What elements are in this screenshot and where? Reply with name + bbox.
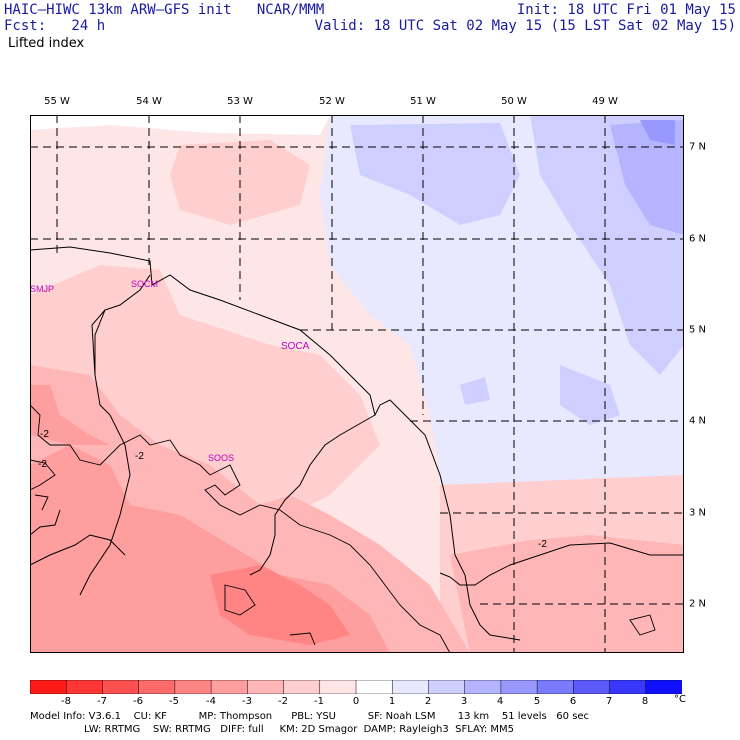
init-time: Init: 18 UTC Fri 01 May 15 — [516, 2, 736, 18]
colorbar-swatch — [138, 680, 176, 694]
colorbar-tick: 4 — [496, 696, 504, 707]
model-title: HAIC–HIWC 13km ARW–GFS init NCAR/MMM — [4, 2, 325, 18]
shade-positive-small — [460, 377, 490, 405]
colorbar-swatch — [428, 680, 466, 694]
colorbar-tick: -1 — [314, 696, 324, 707]
colorbar-tick: 3 — [460, 696, 468, 707]
shade-negative-2b — [450, 535, 684, 653]
colorbar-swatch — [355, 680, 393, 694]
lat-label-3n: 3 N — [689, 507, 707, 519]
lat-label-6n: 6 N — [689, 233, 707, 245]
lat-label-4n: 4 N — [689, 415, 707, 427]
colorbar-tick: -6 — [133, 696, 143, 707]
colorbar-swatch — [283, 680, 321, 694]
shade-positive-mid — [350, 123, 520, 225]
lat-label-2n: 2 N — [689, 598, 707, 610]
colorbar-swatch — [500, 680, 538, 694]
shade-negative-3b — [30, 385, 110, 445]
colorbar-swatch — [573, 680, 611, 694]
field-name: Lifted index — [8, 36, 85, 51]
colorbar-tick: -5 — [169, 696, 179, 707]
colorbar-tick: -7 — [97, 696, 107, 707]
shade-positive-strongest — [640, 120, 675, 145]
model-info-line1: Model Info: V3.6.1 CU: KF MP: Thompson P… — [30, 711, 590, 722]
lifted-index-map: -2 -2 -2 -2 SMJP SOCM SOCA SOOS — [30, 115, 684, 653]
colorbar-swatch — [464, 680, 502, 694]
contour-label: -2 — [135, 451, 144, 462]
station-socm: SOCM — [131, 279, 158, 289]
colorbar-tick: 2 — [424, 696, 432, 707]
lon-label-55w: 55 W — [44, 96, 70, 107]
colorbar-tick: 8 — [641, 696, 649, 707]
lon-label-49w: 49 W — [592, 96, 618, 107]
colorbar-tick: -2 — [278, 696, 288, 707]
colorbar-swatch — [174, 680, 212, 694]
shade-positive-strong — [610, 120, 684, 235]
lat-label-7n: 7 N — [689, 141, 707, 153]
colorbar-tick: 6 — [569, 696, 577, 707]
colorbar — [30, 680, 682, 694]
colorbar-tick: -4 — [206, 696, 216, 707]
station-smjp: SMJP — [30, 284, 54, 294]
shade-near-zero — [30, 115, 330, 135]
contour-label: -2 — [40, 429, 49, 440]
colorbar-swatch — [645, 680, 682, 694]
map-frame — [30, 115, 684, 653]
colorbar-tick: 1 — [388, 696, 396, 707]
station-soos: SOOS — [208, 453, 234, 463]
station-soca: SOCA — [281, 341, 310, 352]
lon-label-52w: 52 W — [319, 96, 345, 107]
colorbar-tick: -3 — [242, 696, 252, 707]
lon-label-51w: 51 W — [410, 96, 436, 107]
colorbar-unit: °C — [674, 694, 686, 705]
forecast-hour: Fcst: 24 h — [4, 18, 106, 34]
colorbar-swatch — [102, 680, 140, 694]
coastlines-borders — [30, 246, 684, 641]
contour-label: -2 — [538, 539, 547, 550]
valid-time: Valid: 18 UTC Sat 02 May 15 (15 LST Sat … — [314, 18, 736, 34]
colorbar-swatch — [210, 680, 249, 694]
contour-label: -2 — [38, 459, 47, 470]
colorbar-tick: 7 — [605, 696, 613, 707]
contour-minus2 — [30, 404, 656, 653]
colorbar-swatch — [609, 680, 647, 694]
colorbar-swatch — [247, 680, 285, 694]
colorbar-tick: -8 — [61, 696, 71, 707]
lon-label-54w: 54 W — [136, 96, 162, 107]
shade-negative-4 — [210, 565, 350, 645]
model-info-line2: LW: RRTMG SW: RRTMG DIFF: full KM: 2D Sm… — [30, 724, 515, 735]
colorbar-tick: 5 — [533, 696, 541, 707]
colorbar-swatch — [319, 680, 357, 694]
colorbar-swatch — [30, 680, 67, 694]
colorbar-swatch — [536, 680, 575, 694]
lon-label-50w: 50 W — [501, 96, 527, 107]
shade-positive-mid-3 — [560, 365, 620, 425]
colorbar-swatch — [65, 680, 104, 694]
lon-label-53w: 53 W — [227, 96, 253, 107]
colorbar-tick: 0 — [352, 696, 360, 707]
lat-label-5n: 5 N — [689, 324, 707, 336]
colorbar-swatch — [391, 680, 430, 694]
